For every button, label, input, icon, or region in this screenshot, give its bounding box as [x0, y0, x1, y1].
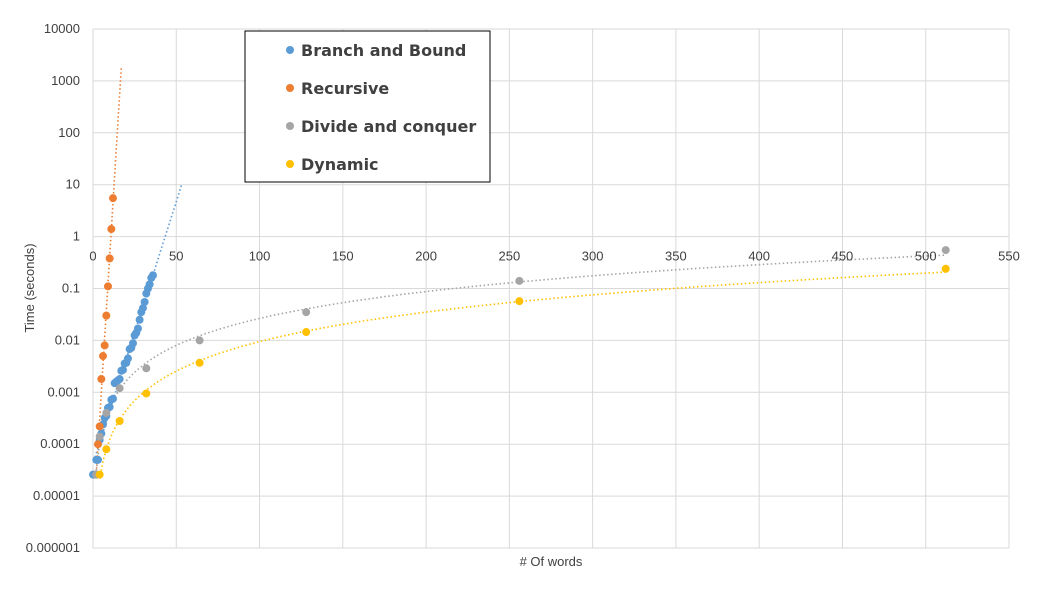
y-tick-label: 0.001: [47, 384, 80, 399]
data-point: [115, 416, 124, 425]
data-point: [108, 194, 117, 203]
legend-marker: [286, 84, 294, 92]
legend: Branch and Bound Recursive Divide and conq…: [244, 30, 491, 183]
data-point: [140, 297, 149, 306]
data-point: [105, 403, 114, 412]
data-points: [89, 194, 950, 479]
data-point: [115, 375, 124, 384]
data-point: [128, 339, 137, 348]
data-point: [115, 384, 124, 393]
data-point: [108, 394, 117, 403]
data-point: [98, 352, 107, 361]
data-point: [93, 455, 102, 464]
legend-label: Divide and conquer: [301, 117, 476, 136]
y-tick-labels: 0.000001 0.00001 0.0001 0.001 0.01 0.1 1 10 100 1…: [26, 21, 80, 555]
y-tick-label: 0.01: [55, 332, 80, 347]
data-point: [100, 341, 109, 350]
x-tick-label: 0: [89, 249, 96, 264]
data-point: [138, 304, 147, 313]
data-point: [103, 282, 112, 291]
y-tick-label: 0.1: [62, 281, 80, 296]
x-tick-label: 200: [415, 249, 437, 264]
x-tick-label: 450: [832, 249, 854, 264]
y-tick-label: 0.000001: [26, 540, 80, 555]
y-tick-label: 100: [58, 125, 80, 140]
data-point: [123, 354, 132, 363]
data-point: [302, 308, 311, 317]
data-point: [142, 364, 151, 373]
x-axis-title: # Of words: [520, 554, 583, 569]
data-point: [145, 280, 154, 289]
x-tick-labels: 0 50 100 150 200 250 300 350 400 450 500 550: [89, 249, 1019, 264]
legend-label: Branch and Bound: [301, 41, 466, 60]
data-point: [118, 365, 127, 374]
data-point: [515, 297, 524, 306]
data-point: [135, 315, 144, 324]
y-tick-label: 0.0001: [40, 436, 80, 451]
data-point: [142, 389, 151, 398]
x-tick-label: 250: [499, 249, 521, 264]
legend-box: [244, 30, 491, 183]
y-axis-title: Time (seconds): [22, 243, 37, 332]
y-tick-label: 0.00001: [33, 488, 80, 503]
data-point: [93, 440, 102, 449]
x-tick-label: 400: [748, 249, 770, 264]
legend-label: Dynamic: [301, 155, 379, 174]
data-point: [302, 328, 311, 337]
data-point: [941, 246, 950, 255]
grid-lines: [92, 28, 1010, 549]
legend-marker: [286, 160, 294, 168]
y-tick-label: 1: [73, 229, 80, 244]
data-point: [95, 422, 104, 431]
data-point: [102, 408, 111, 417]
x-tick-label: 300: [582, 249, 604, 264]
data-point: [102, 311, 111, 320]
y-tick-label: 10: [66, 177, 80, 192]
data-point: [95, 432, 104, 441]
data-point: [105, 254, 114, 263]
data-point: [107, 225, 116, 234]
data-point: [148, 271, 157, 280]
trendline: [95, 254, 946, 471]
data-point: [195, 358, 204, 367]
data-point: [195, 336, 204, 345]
data-point: [102, 445, 111, 454]
x-tick-label: 350: [665, 249, 687, 264]
x-tick-label: 100: [249, 249, 271, 264]
legend-label: Recursive: [301, 79, 389, 98]
x-tick-label: 500: [915, 249, 937, 264]
data-point: [97, 375, 106, 384]
legend-marker: [286, 122, 294, 130]
trendlines: [93, 68, 946, 479]
y-tick-label: 10000: [44, 21, 80, 36]
data-point: [95, 470, 104, 479]
data-point: [941, 264, 950, 273]
data-point: [515, 276, 524, 285]
legend-marker: [286, 46, 294, 54]
x-tick-label: 150: [332, 249, 354, 264]
x-tick-label: 550: [998, 249, 1020, 264]
data-point: [133, 324, 142, 333]
x-tick-label: 50: [169, 249, 183, 264]
y-tick-label: 1000: [51, 73, 80, 88]
